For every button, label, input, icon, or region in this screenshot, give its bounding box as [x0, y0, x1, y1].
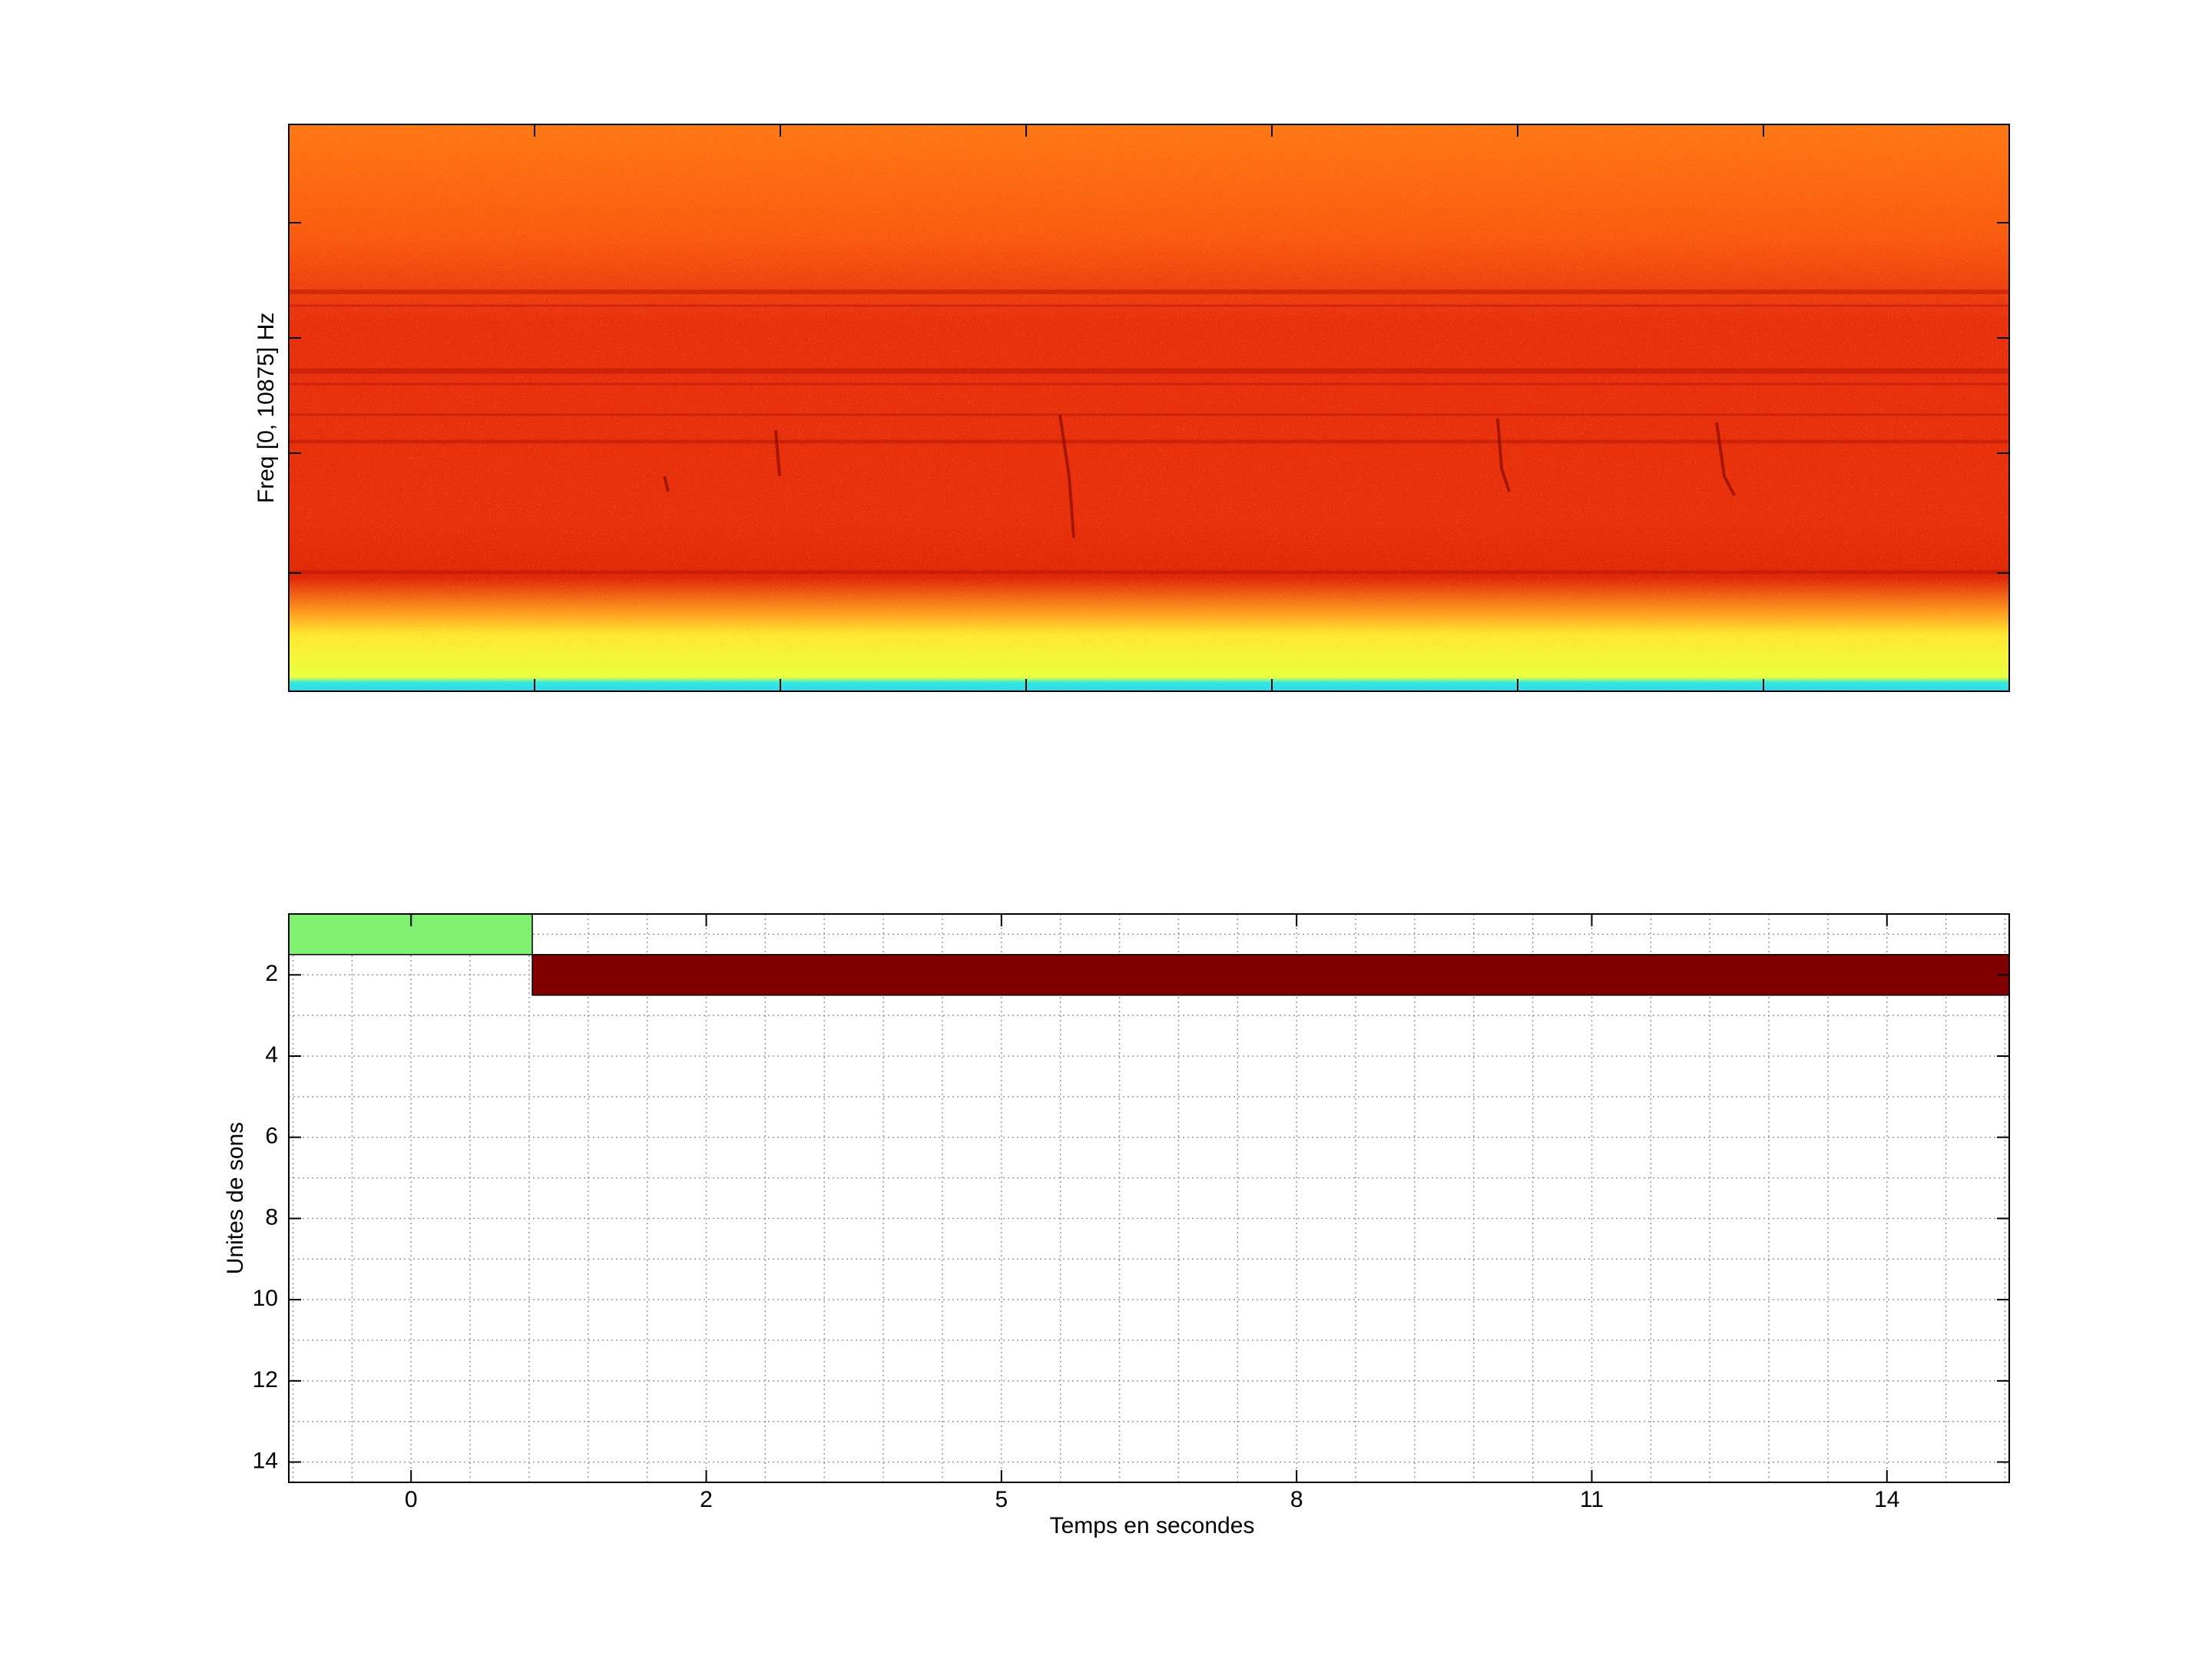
spectrogram: [289, 124, 2009, 691]
x-axis-label: Temps en secondes: [1050, 1513, 1255, 1538]
spectrogram-calls: [663, 414, 1736, 538]
spectrogram-noise: [289, 124, 2009, 647]
axes-ticks: [289, 124, 2009, 691]
timeline: 0 2 5 8 11 14 2 4 6 8 10 12 14: [253, 913, 2010, 1512]
y-tick-label: 4: [265, 1042, 278, 1068]
y-tick-label: 2: [265, 961, 278, 986]
x-tick-label: 11: [1580, 1487, 1604, 1512]
x-tick-label: 5: [995, 1487, 1008, 1512]
y-tick-label: 12: [253, 1367, 278, 1392]
x-tick-label: 0: [405, 1487, 418, 1512]
y-axis-label: Unites de sons: [223, 1122, 248, 1274]
axes-frame: [288, 124, 2010, 692]
y-tick-label: 14: [253, 1448, 278, 1473]
spectrogram-bands: [289, 290, 2009, 575]
y-tick-label: 10: [253, 1286, 278, 1311]
x-tick-label: 2: [700, 1487, 713, 1512]
y-tick-label: 8: [265, 1204, 278, 1230]
axes-frame: [288, 913, 2010, 1483]
x-tick-label: 8: [1290, 1487, 1303, 1512]
x-tick-label: 14: [1874, 1487, 1899, 1512]
plot-area: [289, 914, 2009, 1482]
y-tick-label: 6: [265, 1124, 278, 1149]
segment-bar: [531, 954, 2010, 996]
y-axis-label: Freq [0, 10875] Hz: [253, 313, 279, 503]
